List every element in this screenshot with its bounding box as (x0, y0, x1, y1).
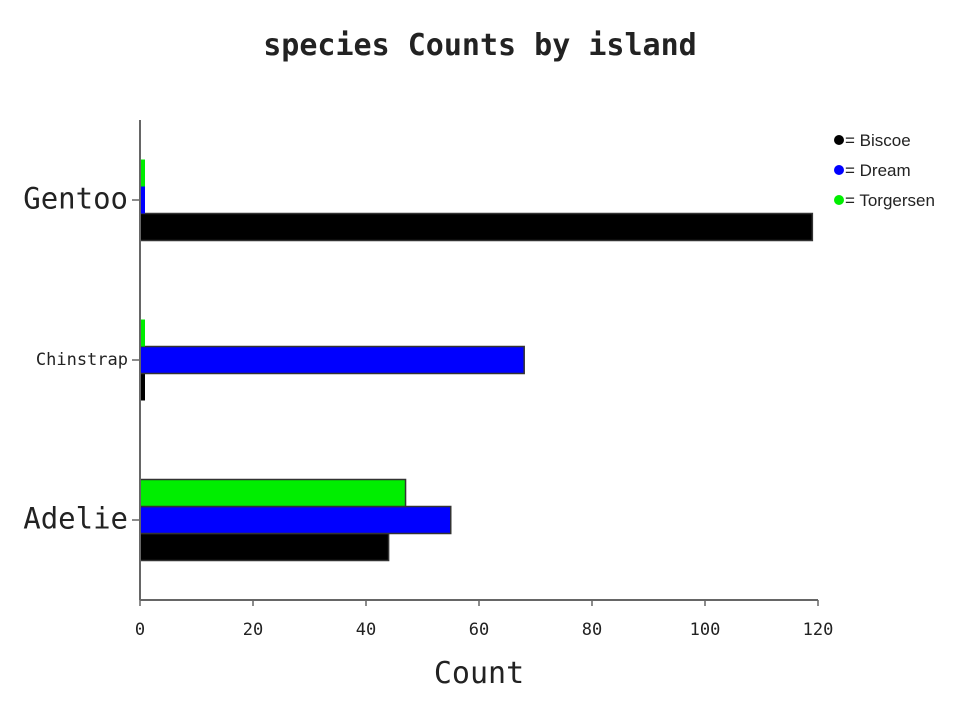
x-tick-label: 20 (243, 620, 263, 640)
x-axis-label: Count (434, 656, 524, 691)
y-tick-label-chinstrap: Chinstrap (36, 350, 128, 370)
x-tick-label: 80 (582, 620, 602, 640)
legend-marker-dream (834, 165, 844, 175)
bar-biscoe-adelie (139, 532, 390, 562)
y-tick-label-gentoo: Gentoo (23, 182, 128, 216)
chart-title: species Counts by island (263, 28, 697, 63)
x-tick-label: 0 (135, 620, 145, 640)
y-tick-label-adelie: Adelie (23, 502, 128, 536)
bar-dream-chinstrap (139, 345, 525, 375)
legend-marker-biscoe (834, 135, 844, 145)
x-tick-label: 40 (356, 620, 376, 640)
bar-torgersen-adelie (139, 478, 407, 508)
bar-dream-gentoo (140, 186, 145, 214)
bar-biscoe-chinstrap (140, 373, 145, 401)
x-tick-label: 100 (690, 620, 721, 640)
bar-torgersen-chinstrap (140, 319, 145, 347)
legend-label-torgersen: = Torgersen (845, 191, 935, 210)
bar-torgersen-gentoo (140, 159, 145, 187)
legend-label-biscoe: = Biscoe (845, 131, 911, 150)
bar-biscoe-gentoo (139, 212, 814, 242)
legend-label-dream: = Dream (845, 161, 911, 180)
x-tick-label: 120 (803, 620, 834, 640)
legend-marker-torgersen (834, 195, 844, 205)
x-tick-label: 60 (469, 620, 489, 640)
bar-dream-adelie (139, 505, 452, 535)
